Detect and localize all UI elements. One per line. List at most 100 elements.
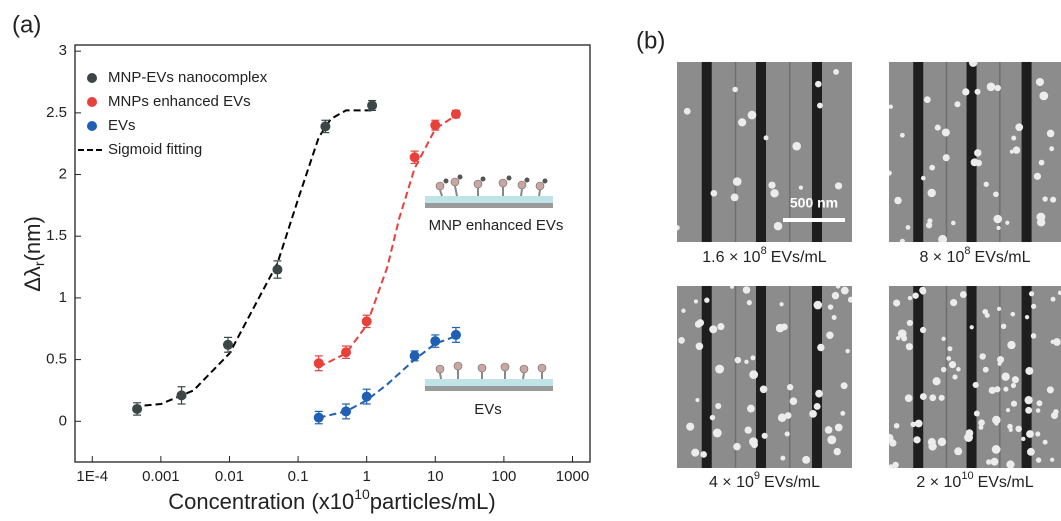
sem-particle [763,135,769,141]
sem-particle [761,432,768,439]
sem-particle [938,394,945,401]
sem-particle [1011,376,1019,384]
sem-particle [1006,460,1015,468]
sem-particle [948,361,957,369]
sem-particle [695,342,704,351]
sem-particle [1021,436,1026,442]
x-label-main: Concentration (x10 [168,489,354,514]
sem-gap [1021,62,1032,242]
sem-particle [968,62,978,67]
sem-particle [1001,372,1010,381]
sem-particle [847,296,852,303]
sem-particle [746,300,752,306]
sem-particle [907,295,913,301]
sem-particle [827,435,837,445]
sem-particle [978,424,984,430]
sem-particle [1036,400,1043,407]
sem-particle [1010,382,1017,389]
sem-particle [1046,129,1055,138]
sem-particle [983,181,989,187]
sem-particle [1038,159,1045,166]
sem-particle [816,102,823,109]
sem-particle [956,367,961,372]
x-tick-label: 0.01 [215,468,244,485]
caption-sup: 9 [754,470,760,482]
point [361,391,372,402]
sem-particle [779,302,784,307]
sem-particle [1039,91,1049,101]
sem-particle [834,182,843,190]
sem-particle [978,419,985,426]
sem-particle [972,381,979,389]
point [320,121,331,132]
sem-particle [974,149,982,157]
sem-particle [831,291,840,300]
sem-particle [815,80,822,88]
sem-gap [966,62,977,242]
x-label-rest: particles/mL) [370,489,496,514]
point [313,358,324,369]
sem-particle [988,386,996,394]
y-tick-label: 1 [59,289,67,306]
sem-particle [1042,439,1048,445]
sem-particle [928,442,937,451]
y-tick-label: 1.5 [46,227,67,244]
sem-particle [709,325,718,334]
sem-particle [889,104,893,109]
sem-particle [950,299,958,307]
sem-particle [712,428,722,438]
sem-particle [929,394,937,402]
point [450,329,461,340]
sem-gap [1021,286,1032,468]
legend-label: MNPs enhanced EVs [108,93,251,110]
x-tick-label: 0.001 [142,468,180,485]
sem-particle [895,336,901,341]
sem-particle [993,214,1003,224]
sem-particle [734,356,742,364]
sem-particle [813,300,823,310]
legend-marker [87,73,97,83]
caption-sup: 8 [964,245,970,257]
point [367,100,378,111]
image-caption: 2 × 1010 EVs/mL [916,470,1033,491]
x-tick-label: 0.1 [288,468,309,485]
sem-gap [701,286,712,468]
sem-particle [974,88,981,95]
sem-particle [979,353,986,360]
sem-particle [730,193,739,202]
sem-particle [1010,311,1016,317]
sem-particle [927,188,936,198]
sem-particle [704,297,710,303]
sem-particle [1026,430,1034,438]
sem-particle [784,431,790,437]
sem-particle [964,433,973,442]
sem-particle [927,218,933,224]
caption-base: 2 × 10 [916,474,961,491]
sem-particle [817,343,825,352]
sem-particle [792,141,801,151]
sem-particle [784,412,792,419]
sem-particle [1030,303,1037,309]
caption-unit: EVs/mL [975,249,1031,266]
sem-particle [1005,220,1010,225]
legend-label: MNP-EVs nanocomplex [108,69,268,86]
sem-particle [1000,323,1007,329]
sem-particle [1057,290,1061,296]
sem-particle [899,238,905,242]
point [341,406,352,417]
point [222,339,233,350]
sem-particle [893,299,901,307]
sem-particle [749,370,759,380]
sem-particle [996,356,1005,364]
sem-particle [969,325,974,330]
sem-particle [996,225,1001,231]
sem-particle [1003,386,1009,392]
sem-particle [954,447,963,456]
sem-particle [906,319,913,327]
sem-particle [1049,146,1055,152]
x-tick-label: 100 [491,468,516,485]
panel-label: (b) [636,27,665,54]
sem-particle [920,175,926,181]
caption-sup: 8 [761,245,767,257]
image-caption: 1.6 × 108 EVs/mL [702,245,827,266]
